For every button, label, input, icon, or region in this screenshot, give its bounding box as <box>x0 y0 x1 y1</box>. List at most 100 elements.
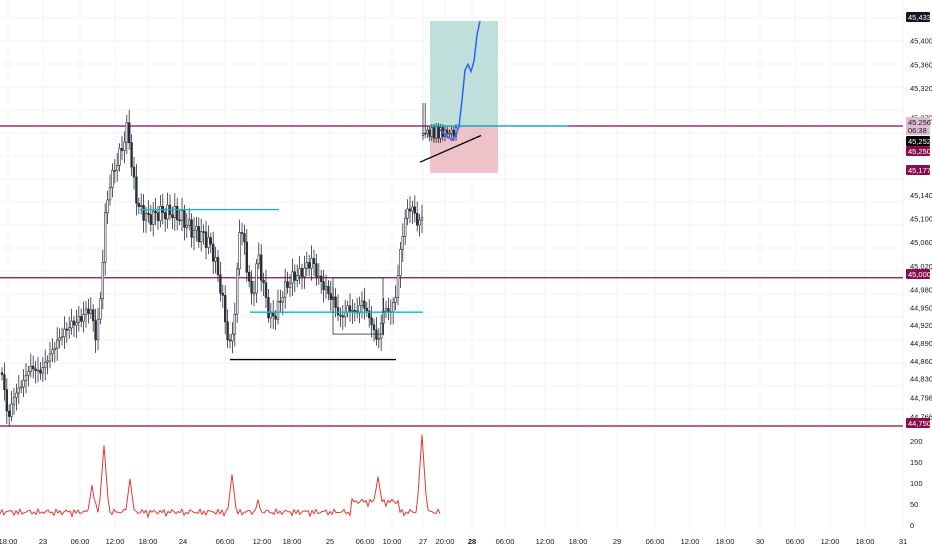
candle-body <box>51 349 54 355</box>
candle-body <box>353 310 356 312</box>
candle-body <box>279 300 282 303</box>
candle-body <box>343 311 347 318</box>
candle-body <box>111 170 114 188</box>
candle-body <box>430 127 433 137</box>
candle-body <box>159 205 162 221</box>
time-tick-label: 06:00 <box>496 537 515 546</box>
candle-body <box>339 314 342 317</box>
candle-body <box>372 324 376 331</box>
candle-body <box>135 176 138 204</box>
price-badge-label: 45,000 <box>908 270 931 279</box>
candle-body <box>156 212 160 221</box>
candle-body <box>192 229 196 238</box>
price-badge <box>906 146 930 156</box>
candle-body <box>231 333 234 342</box>
price-badge <box>906 165 930 175</box>
candle-body <box>384 308 388 312</box>
price-tick-label: 45,100 <box>910 214 932 223</box>
time-axis: 18:00 23 06:00 12:00 18:00 24 06:00 12:00 18:00 2… <box>0 537 907 546</box>
candle-body <box>322 281 325 291</box>
time-tick-label: 18:00 <box>0 537 17 546</box>
candle-body <box>248 272 251 282</box>
candle-body <box>435 126 438 139</box>
candle-body <box>17 387 20 394</box>
candle-body <box>48 353 52 362</box>
price-tick-label: 45,140 <box>910 191 932 200</box>
candle-body <box>214 257 217 262</box>
candle-body <box>271 312 275 317</box>
candle-body <box>307 262 311 269</box>
candle-body <box>264 282 268 298</box>
candle-body <box>140 205 143 207</box>
candle-body <box>84 308 88 316</box>
candle-body <box>446 129 449 134</box>
candle-body <box>29 365 32 372</box>
rising-trendline <box>419 134 482 163</box>
candle-body <box>240 232 244 234</box>
candle-body <box>450 129 453 134</box>
candle-body <box>152 210 155 225</box>
candle-body <box>360 300 364 306</box>
candle-body <box>24 374 28 381</box>
candle-body <box>99 298 102 320</box>
position-zones <box>430 21 498 173</box>
price-badge <box>906 117 930 127</box>
time-tick-label: 18:00 <box>283 537 302 546</box>
price-badge <box>906 136 930 146</box>
candle-body <box>317 275 320 278</box>
candle-body <box>221 292 224 296</box>
time-tick-label: 06:00 <box>216 537 235 546</box>
candle-body <box>10 403 13 417</box>
candle-body <box>262 279 265 284</box>
candle-body <box>82 314 85 322</box>
time-tick-label: 20:00 <box>436 537 455 546</box>
candle-body <box>104 212 107 263</box>
candle-body <box>387 308 390 312</box>
candle-body <box>173 205 176 219</box>
candle-body <box>305 262 308 269</box>
candle-body <box>269 312 272 319</box>
candle-body <box>411 206 414 212</box>
candle-body <box>142 205 145 221</box>
candle-body <box>63 328 66 338</box>
candle-body <box>132 166 136 178</box>
time-tick-label: 31 <box>899 537 907 546</box>
price-badge <box>906 12 930 22</box>
candle-body <box>106 199 109 214</box>
candle-body <box>300 268 304 277</box>
candle-body <box>171 214 174 219</box>
time-tick-label: 28 <box>468 537 476 546</box>
drawings <box>140 20 568 361</box>
time-tick-label: 23 <box>39 537 47 546</box>
candle-body <box>341 315 344 318</box>
candle-body <box>27 371 30 376</box>
projection-path <box>439 20 481 142</box>
candle-body <box>0 372 4 375</box>
candle-body <box>274 315 277 320</box>
candle-body <box>432 127 436 139</box>
time-tick-label: 12:00 <box>106 537 125 546</box>
candle-body <box>267 297 270 319</box>
candle-body <box>116 165 119 171</box>
candle-body <box>375 329 378 340</box>
candle-body <box>243 233 246 243</box>
volume-tick-label: 200 <box>910 437 923 446</box>
candle-body <box>319 275 323 282</box>
time-tick-label: 24 <box>179 537 187 546</box>
candle-body <box>15 392 18 398</box>
time-tick-label: 30 <box>756 537 764 546</box>
candle-body <box>19 386 23 389</box>
candle-body <box>329 293 332 300</box>
volume-pane <box>0 434 441 519</box>
candle-body <box>257 254 260 265</box>
candle-body <box>216 257 220 276</box>
candle-body <box>200 231 203 243</box>
volume-line <box>0 434 441 519</box>
candle-body <box>291 271 294 284</box>
candle-body <box>298 268 301 276</box>
candle-body <box>396 275 400 298</box>
candle-body <box>188 219 191 226</box>
